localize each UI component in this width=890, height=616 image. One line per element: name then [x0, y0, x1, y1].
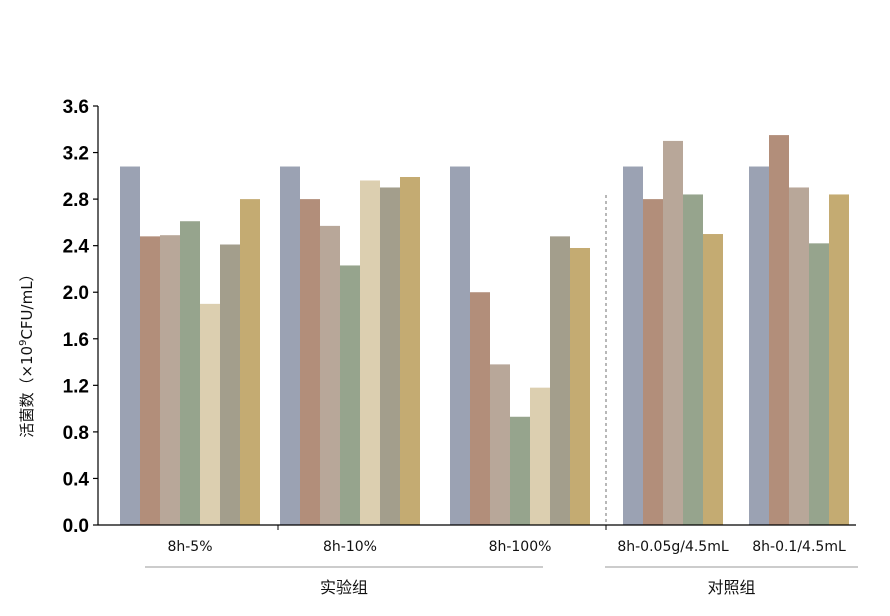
bar [160, 235, 180, 526]
bar [570, 247, 590, 525]
bar [140, 236, 160, 525]
bar [663, 140, 683, 525]
y-tick-label: 2.4 [63, 237, 90, 258]
x-tick-label: 8h-0.05g/4.5mL [617, 539, 729, 555]
y-axis-label-main: 活菌数（×10 [18, 346, 36, 438]
group-label: 对照组 [707, 578, 755, 597]
x-tick-label: 8h-10% [323, 539, 377, 555]
bar [749, 166, 769, 525]
y-axis-label: 活菌数（×109CFU/mL） [18, 266, 36, 437]
bar [360, 180, 380, 525]
y-tick-label: 2.8 [63, 190, 89, 211]
y-tick-label: 3.6 [63, 97, 89, 118]
axes-layer [93, 105, 858, 568]
bars-layer [120, 135, 849, 526]
bar [550, 236, 570, 525]
group-label: 实验组 [320, 578, 368, 597]
bar [180, 221, 200, 525]
y-tick-label: 3.2 [63, 144, 89, 165]
y-axis-label-superscript: 9 [18, 340, 29, 346]
bar [769, 135, 789, 525]
labels-layer: 8h-5% 8h-10% 8h-100% 8h-0.05g/4.5mL 8h-0.1/4… [18, 97, 846, 597]
bar [829, 194, 849, 525]
bar [280, 166, 300, 525]
y-tick-label: 0.0 [63, 516, 89, 537]
x-tick-label: 8h-5% [167, 539, 212, 555]
bar [623, 166, 643, 525]
bar [450, 166, 470, 525]
bar [789, 187, 809, 525]
y-tick-label: 2.0 [63, 283, 89, 304]
bar [380, 187, 400, 525]
bar [220, 244, 240, 525]
y-tick-label: 0.8 [63, 423, 89, 444]
bar [510, 416, 530, 525]
x-tick-label: 8h-0.1/4.5mL [752, 539, 846, 555]
y-axis-label-unit: CFU/mL） [18, 266, 36, 339]
bar [400, 176, 420, 525]
bar [240, 199, 260, 525]
y-tick-label: 1.6 [63, 330, 89, 351]
bar [643, 199, 663, 525]
x-tick-label: 8h-100% [489, 539, 552, 555]
bar [809, 243, 829, 526]
bar [300, 199, 320, 525]
bar [200, 303, 220, 525]
bar [683, 194, 703, 525]
bar [530, 387, 550, 525]
bar [120, 166, 140, 525]
bar [703, 234, 723, 525]
y-tick-label: 0.4 [63, 469, 90, 490]
bar [320, 225, 340, 525]
bar [490, 364, 510, 525]
y-tick-label: 1.2 [63, 376, 89, 397]
bar [340, 265, 360, 525]
bar [470, 292, 490, 525]
